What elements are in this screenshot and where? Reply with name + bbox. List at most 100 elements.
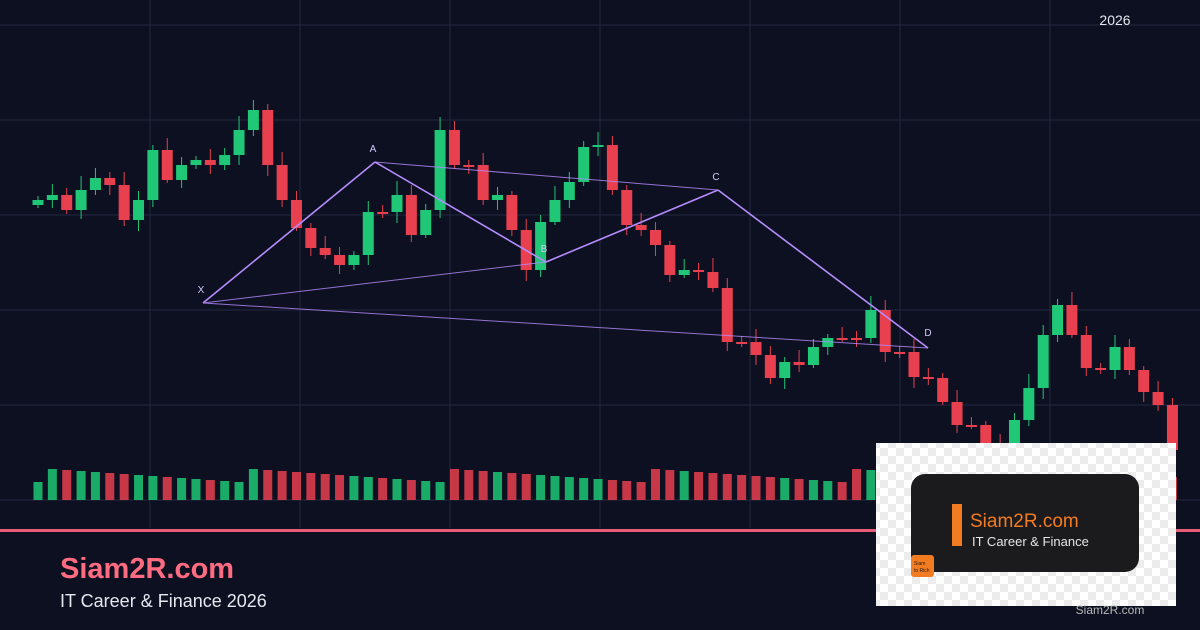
candle-body xyxy=(549,200,561,222)
volume-bar xyxy=(363,477,373,500)
candle-body xyxy=(405,195,417,235)
candle-body xyxy=(176,165,188,180)
grid xyxy=(0,0,1200,528)
brand-card: Siam2R.com IT Career & Finance Siam to R… xyxy=(876,443,1176,617)
candle-body xyxy=(1008,420,1020,460)
year-label: 2026 xyxy=(1099,12,1130,28)
volume-bar xyxy=(378,478,388,500)
pattern-label: C xyxy=(712,172,719,183)
volume-bar xyxy=(177,478,187,500)
candle-body xyxy=(1066,305,1078,335)
candle-body xyxy=(32,200,44,205)
candle-body xyxy=(1037,335,1049,388)
volume-bar xyxy=(76,471,86,500)
candle-body xyxy=(851,338,863,340)
candle-body xyxy=(161,150,173,180)
candle-body xyxy=(89,178,101,190)
pattern-label: B xyxy=(541,244,548,255)
candle-body xyxy=(377,212,389,214)
candle-body xyxy=(1166,405,1178,450)
candles xyxy=(32,100,1178,470)
watermark: Siam2R.com xyxy=(1076,603,1145,617)
candle-body xyxy=(807,347,819,365)
volume-bar xyxy=(550,476,560,500)
candle-body xyxy=(1152,392,1164,405)
volume-bar xyxy=(564,477,574,500)
volume-bar xyxy=(349,476,359,500)
volume-bar xyxy=(320,474,330,500)
pattern-line xyxy=(202,261,547,304)
volume-bar xyxy=(449,469,459,500)
pattern-line xyxy=(202,161,376,304)
candle-body xyxy=(1080,335,1092,368)
candle-body xyxy=(506,195,518,230)
candle-body xyxy=(764,355,776,378)
candle-body xyxy=(951,402,963,425)
card xyxy=(911,474,1139,572)
volume-bar xyxy=(507,473,517,500)
candle-body xyxy=(1109,347,1121,370)
volume-bar xyxy=(421,481,431,500)
candle-body xyxy=(865,310,877,338)
candle-body xyxy=(190,160,202,165)
candle-body xyxy=(420,210,432,235)
candle-body xyxy=(606,145,618,190)
candle-body xyxy=(276,165,288,200)
candle-body xyxy=(391,195,403,212)
volume-bar xyxy=(650,469,660,500)
candle-body xyxy=(362,212,374,255)
volume-bar xyxy=(47,469,57,500)
volume-bar xyxy=(162,477,172,500)
candle-body xyxy=(463,165,475,167)
volume-bar xyxy=(90,472,100,500)
candle-body xyxy=(305,228,317,248)
candle-body xyxy=(219,155,231,165)
candle-body xyxy=(104,178,116,185)
candle-body xyxy=(965,425,977,427)
candle-body xyxy=(592,145,604,147)
volume-bar xyxy=(62,470,72,500)
candle-body xyxy=(147,150,159,200)
harmonic-pattern: X A B C D xyxy=(198,144,932,349)
candle-body xyxy=(535,222,547,270)
volume-bar xyxy=(521,474,531,500)
divider xyxy=(0,529,1200,532)
candle-body xyxy=(635,225,647,230)
candle-body xyxy=(133,200,145,220)
volume-bar xyxy=(435,482,445,500)
candle-body xyxy=(204,160,216,165)
volume-bar xyxy=(392,479,402,500)
volume-bar xyxy=(737,475,747,500)
candle-body xyxy=(621,190,633,225)
volume-bar xyxy=(694,472,704,500)
pattern-label: A xyxy=(370,144,377,155)
candle-body xyxy=(247,110,259,130)
card-accent xyxy=(952,504,962,546)
pattern-line xyxy=(374,161,547,263)
candle-body xyxy=(707,272,719,288)
volume-bar xyxy=(679,471,689,500)
volume-bar xyxy=(607,480,617,500)
pattern-line xyxy=(717,189,929,349)
volume-bar xyxy=(536,475,546,500)
card-brand: Siam2R.com xyxy=(970,511,1079,532)
candle-body xyxy=(319,248,331,255)
candle-body xyxy=(822,338,834,347)
candle-body xyxy=(1023,388,1035,420)
volume-bar xyxy=(837,482,847,500)
candle-body xyxy=(1052,305,1064,335)
candle-body xyxy=(678,270,690,275)
volume-bar xyxy=(263,470,273,500)
card-tagline: IT Career & Finance xyxy=(972,534,1089,549)
volume-bar xyxy=(119,474,129,500)
volume-bar xyxy=(105,473,115,500)
volume-bar xyxy=(406,480,416,500)
candle-body xyxy=(1123,347,1135,370)
volume-bar xyxy=(593,479,603,500)
volume-bar xyxy=(823,481,833,500)
candle-body xyxy=(262,110,274,165)
candle-body xyxy=(693,270,705,272)
candle-body xyxy=(793,362,805,365)
candle-body xyxy=(894,352,906,354)
